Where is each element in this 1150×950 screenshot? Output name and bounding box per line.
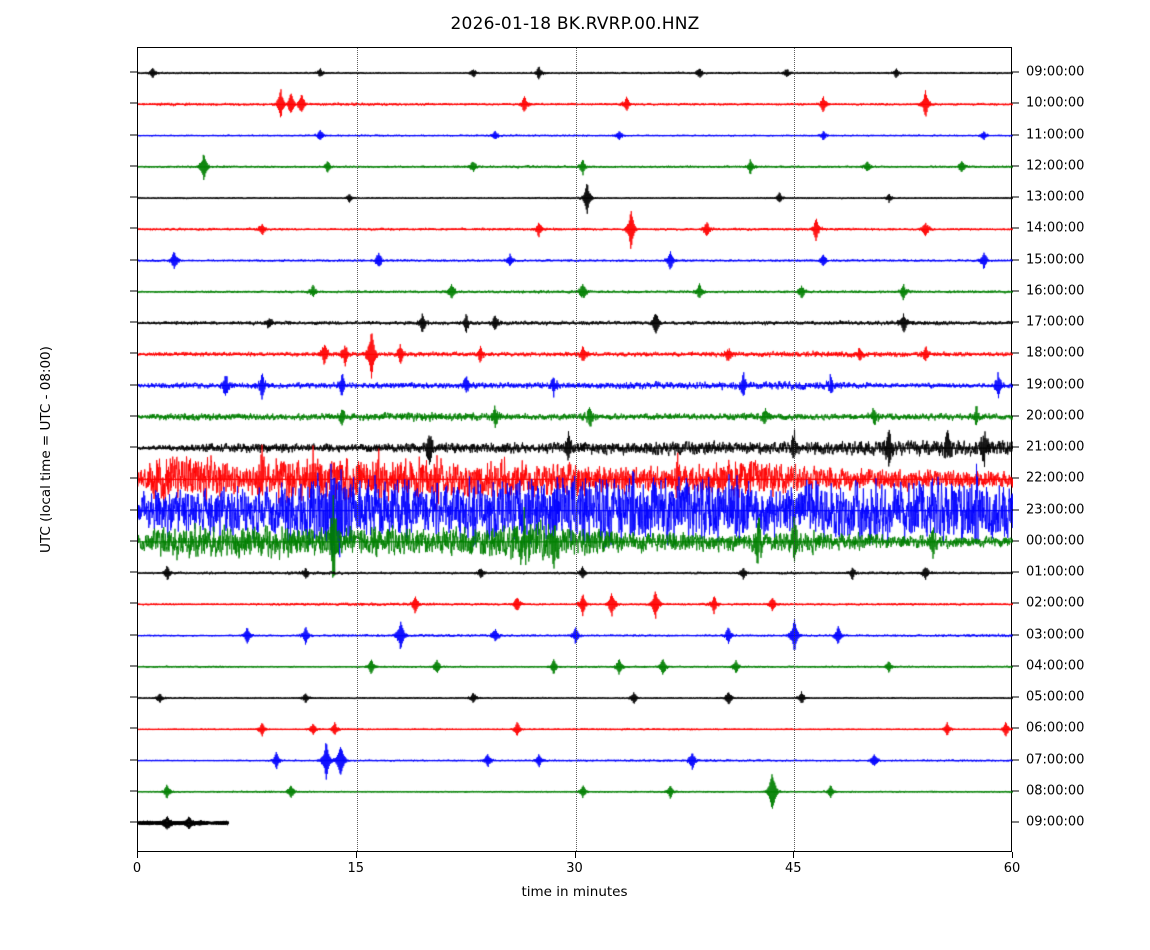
y-tick-mark-left <box>130 571 137 573</box>
y-tick-label-right: 19:00:00 <box>1026 377 1085 392</box>
y-tick-mark-right <box>1012 102 1019 104</box>
y-tick-mark-left <box>130 165 137 167</box>
y-tick-mark-right <box>1012 821 1019 823</box>
gridline-vertical <box>575 48 577 851</box>
y-tick-label-right: 02:00:00 <box>1026 595 1085 611</box>
y-tick-label-right: 12:00:00 <box>1026 158 1085 174</box>
y-tick-label-right: 09:00:00 <box>1026 814 1085 830</box>
y-tick-label-right: 10:00:00 <box>1026 95 1085 111</box>
y-tick-mark-right <box>1012 165 1019 167</box>
y-tick-mark-right <box>1012 134 1019 135</box>
y-tick-label-right: 21:00:00 <box>1026 439 1085 455</box>
y-tick-mark-right <box>1012 196 1019 198</box>
y-axis-label: UTC (local time = UTC - 08:00) <box>38 346 54 553</box>
y-tick-mark-left <box>130 665 137 667</box>
y-tick-mark-right <box>1012 259 1019 260</box>
y-tick-mark-left <box>130 759 137 760</box>
y-tick-label-right: 23:00:00 <box>1026 502 1085 517</box>
y-tick-label-right: 20:00:00 <box>1026 408 1085 424</box>
y-tick-mark-left <box>130 259 137 260</box>
y-tick-mark-left <box>130 71 137 73</box>
y-tick-label-right: 15:00:00 <box>1026 252 1085 267</box>
y-tick-label-right: 14:00:00 <box>1026 220 1085 236</box>
y-tick-mark-right <box>1012 540 1019 542</box>
x-tick-mark <box>137 852 138 858</box>
y-tick-mark-right <box>1012 759 1019 760</box>
y-tick-mark-left <box>130 321 137 323</box>
y-tick-mark-left <box>130 415 137 417</box>
y-tick-mark-right <box>1012 790 1019 792</box>
y-tick-mark-left <box>130 727 137 729</box>
x-tick-label: 0 <box>132 861 142 876</box>
x-tick-mark <box>1012 852 1013 858</box>
y-tick-mark-right <box>1012 384 1019 385</box>
y-tick-mark-left <box>130 227 137 229</box>
y-tick-mark-right <box>1012 352 1019 354</box>
y-tick-mark-left <box>130 102 137 104</box>
y-tick-mark-left <box>130 384 137 385</box>
y-tick-mark-right <box>1012 665 1019 667</box>
y-tick-mark-right <box>1012 290 1019 292</box>
y-tick-mark-right <box>1012 227 1019 229</box>
seismogram-plot-area <box>137 47 1013 853</box>
y-tick-mark-right <box>1012 696 1019 698</box>
x-tick-label: 30 <box>566 861 583 876</box>
y-tick-mark-left <box>130 352 137 354</box>
y-tick-mark-left <box>130 821 137 823</box>
x-tick-label: 60 <box>1003 861 1021 876</box>
y-tick-mark-left <box>130 509 137 510</box>
y-tick-mark-right <box>1012 71 1019 73</box>
gridline-vertical <box>794 48 796 851</box>
y-tick-mark-left <box>130 134 137 135</box>
y-tick-label-right: 03:00:00 <box>1026 627 1085 642</box>
y-tick-label-right: 05:00:00 <box>1026 689 1085 705</box>
y-tick-mark-left <box>130 634 137 635</box>
x-axis-label: time in minutes <box>521 884 628 900</box>
y-tick-mark-right <box>1012 571 1019 573</box>
y-tick-label-right: 07:00:00 <box>1026 752 1085 767</box>
y-tick-mark-right <box>1012 602 1019 604</box>
y-tick-mark-left <box>130 290 137 292</box>
y-tick-mark-left <box>130 196 137 198</box>
y-tick-label-right: 01:00:00 <box>1026 564 1085 580</box>
y-tick-label-right: 00:00:00 <box>1026 533 1085 549</box>
y-tick-label-right: 13:00:00 <box>1026 189 1085 205</box>
y-tick-label-right: 22:00:00 <box>1026 470 1085 486</box>
x-tick-mark <box>574 852 576 858</box>
y-tick-mark-right <box>1012 634 1019 635</box>
x-tick-mark <box>793 852 795 858</box>
y-tick-mark-left <box>130 446 137 448</box>
y-tick-label-right: 04:00:00 <box>1026 658 1085 674</box>
y-tick-mark-left <box>130 790 137 792</box>
y-tick-mark-right <box>1012 727 1019 729</box>
y-tick-mark-left <box>130 477 137 479</box>
y-tick-label-right: 11:00:00 <box>1026 127 1085 142</box>
y-tick-mark-right <box>1012 477 1019 479</box>
y-tick-mark-left <box>130 602 137 604</box>
y-tick-label-right: 18:00:00 <box>1026 345 1085 361</box>
y-tick-mark-left <box>130 696 137 698</box>
y-tick-mark-left <box>130 540 137 542</box>
y-tick-label-right: 16:00:00 <box>1026 283 1085 299</box>
y-tick-label-right: 09:00:00 <box>1026 64 1085 80</box>
x-tick-label: 15 <box>347 861 365 876</box>
y-tick-mark-right <box>1012 415 1019 417</box>
y-tick-label-right: 06:00:00 <box>1026 720 1085 736</box>
page-title: 2026-01-18 BK.RVRP.00.HNZ <box>450 14 700 34</box>
y-tick-mark-right <box>1012 321 1019 323</box>
y-tick-mark-right <box>1012 446 1019 448</box>
gridline-vertical <box>356 48 358 851</box>
x-tick-mark <box>355 852 357 858</box>
y-tick-label-right: 17:00:00 <box>1026 314 1085 330</box>
y-tick-mark-right <box>1012 509 1019 510</box>
x-tick-label: 45 <box>784 861 802 876</box>
y-tick-label-right: 08:00:00 <box>1026 783 1085 799</box>
